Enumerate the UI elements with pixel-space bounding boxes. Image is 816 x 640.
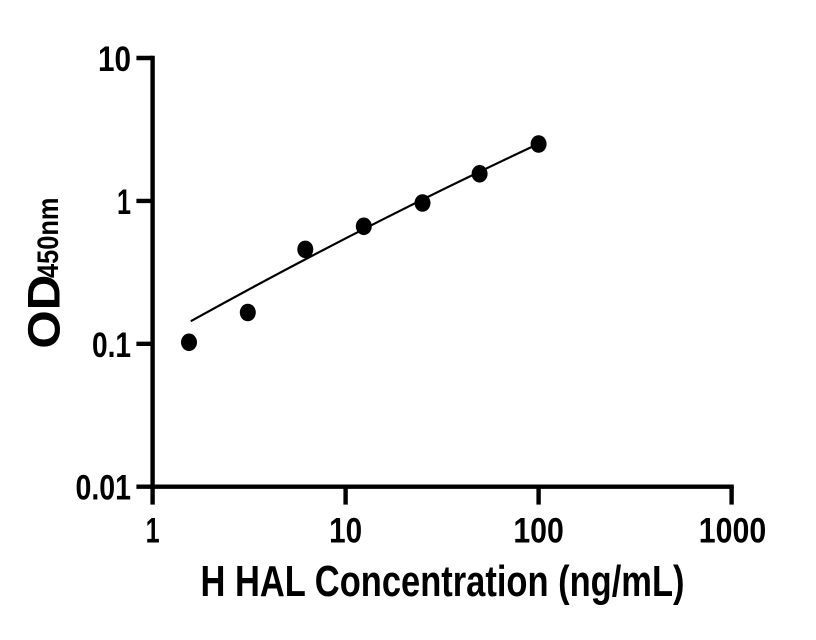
svg-text:OD: OD xyxy=(19,275,70,349)
svg-text:10: 10 xyxy=(329,512,362,551)
svg-text:1: 1 xyxy=(117,183,131,222)
svg-text:10: 10 xyxy=(98,40,131,79)
svg-text:0.01: 0.01 xyxy=(76,469,132,508)
svg-text:1: 1 xyxy=(146,512,160,551)
svg-text:450nm: 450nm xyxy=(32,198,65,279)
svg-text:H HAL Concentration (ng/mL): H HAL Concentration (ng/mL) xyxy=(201,558,685,606)
svg-text:1000: 1000 xyxy=(699,512,767,551)
svg-text:0.1: 0.1 xyxy=(92,326,131,365)
svg-text:100: 100 xyxy=(513,512,564,551)
